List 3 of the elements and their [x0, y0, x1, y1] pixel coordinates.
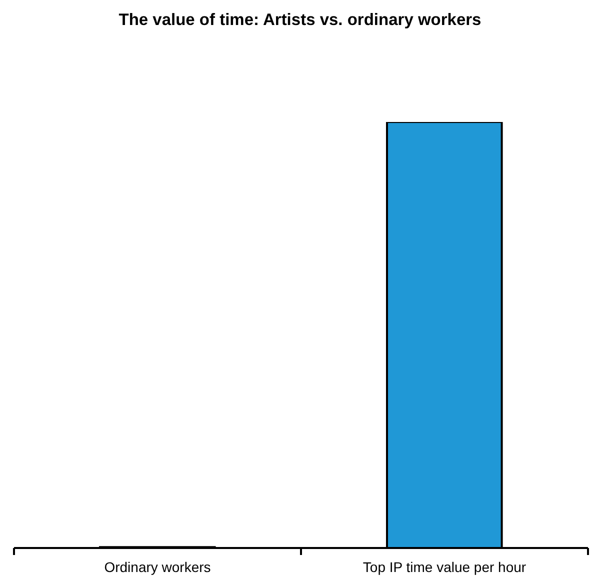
x-tick-label: Top IP time value per hour — [362, 559, 526, 575]
x-tick-label: Ordinary workers — [104, 559, 211, 575]
chart-title: The value of time: Artists vs. ordinary workers — [118, 11, 482, 30]
